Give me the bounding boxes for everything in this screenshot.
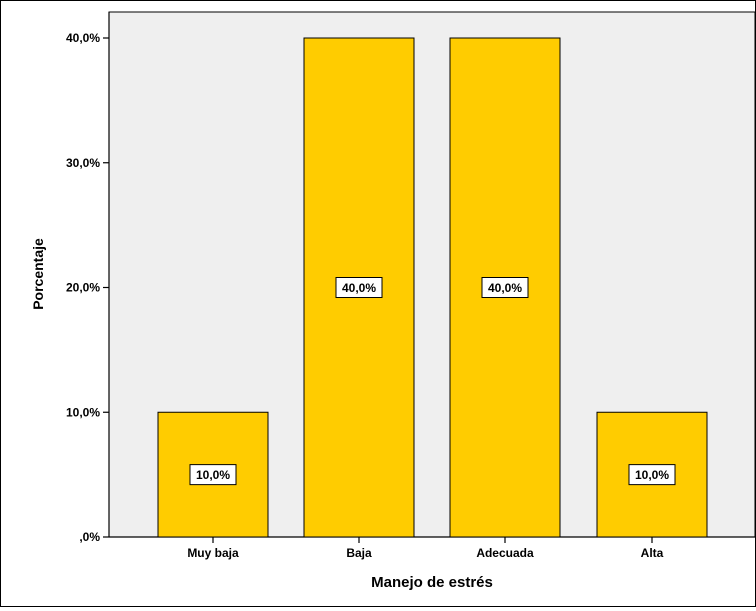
y-axis-title: Porcentaje [30, 238, 46, 310]
y-tick-label: 40,0% [66, 31, 100, 45]
data-label-box [335, 277, 383, 298]
data-label-box [189, 464, 237, 486]
data-label: 10,0% [635, 468, 669, 482]
x-axis-title: Manejo de estrés [371, 574, 493, 591]
x-tick-label: Baja [346, 546, 372, 560]
data-labels: 10,0% 40,0% 40,0% 10,0% [189, 277, 676, 486]
x-tick-label: Alta [641, 546, 664, 560]
x-tick-label: Adecuada [476, 546, 534, 560]
y-axis: ,0% 10,0% 20,0% 30,0% 40,0% [66, 12, 110, 544]
y-tick-label: 30,0% [66, 156, 100, 170]
data-label: 40,0% [488, 281, 522, 295]
x-tick-label: Muy baja [187, 546, 239, 560]
data-label: 40,0% [342, 281, 376, 295]
y-tick-label: ,0% [79, 530, 100, 544]
y-tick-label: 20,0% [66, 281, 100, 295]
data-label: 10,0% [196, 468, 230, 482]
data-label-box [628, 464, 676, 486]
bars [157, 37, 708, 538]
data-label-box [481, 277, 529, 298]
x-axis: Muy baja Baja Adecuada Alta [109, 536, 755, 560]
y-tick-label: 10,0% [66, 405, 100, 419]
